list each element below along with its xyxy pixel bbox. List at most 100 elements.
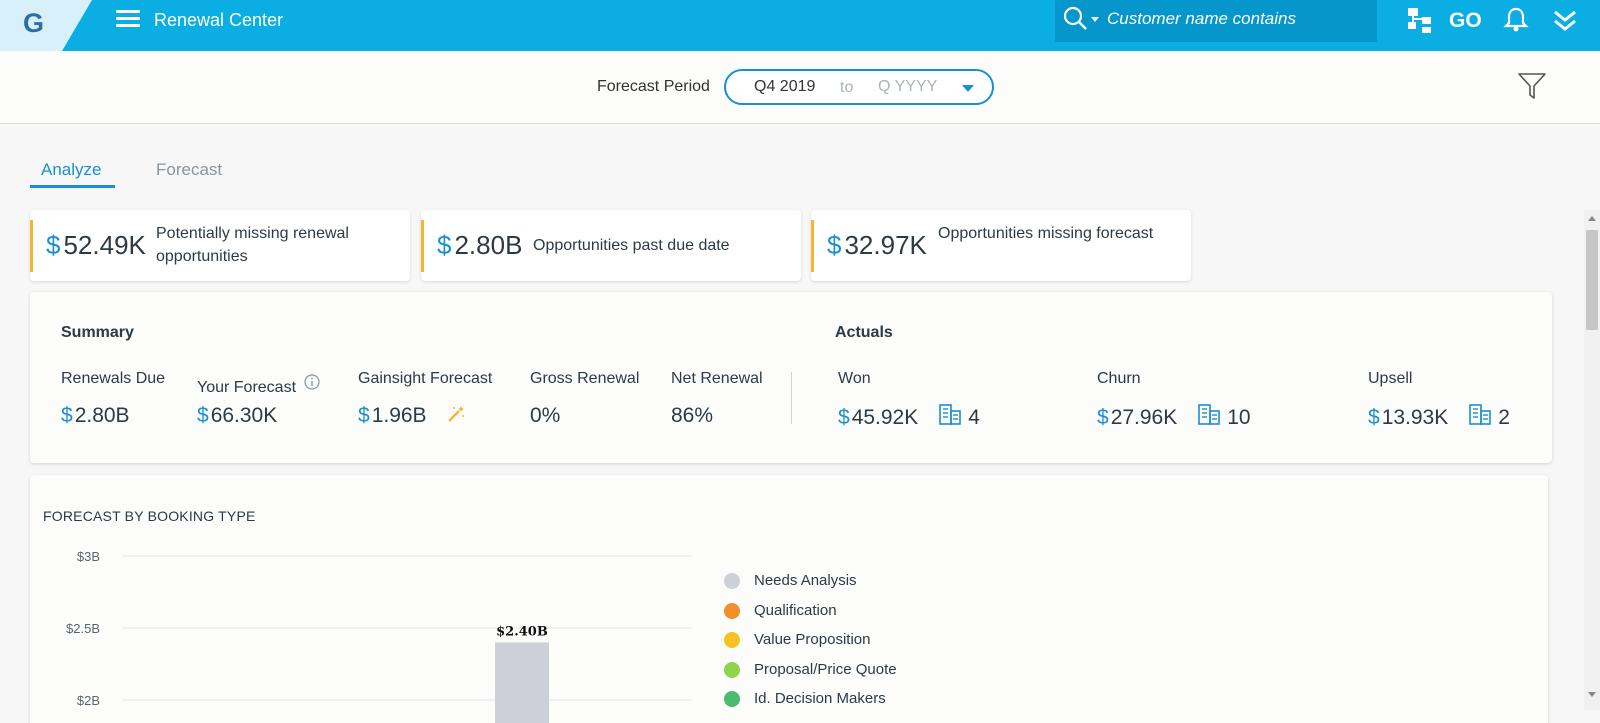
legend-label: Proposal/Price Quote [754,660,897,678]
legend-item[interactable]: Needs Analysis [724,571,897,601]
scroll-thumb[interactable] [1586,230,1598,330]
search-icon[interactable] [1063,6,1089,32]
forecast-period-bar: Forecast Period Q4 2019 to Q YYYY [0,51,1600,124]
alert-amount: $2.80B [437,230,522,261]
alert-card-past-due[interactable]: $2.80B Opportunities past due date [421,210,801,281]
actual-amount: 27.96K [1110,406,1178,429]
legend-swatch [724,602,740,619]
customer-search[interactable] [1055,0,1377,42]
forecast-period-selector[interactable]: Q4 2019 to Q YYYY [724,69,994,105]
search-input[interactable] [1107,6,1367,32]
legend-swatch [724,691,740,707]
legend-label: Needs Analysis [754,572,857,589]
period-from-value[interactable]: Q4 2019 [754,78,816,95]
page-scrollbar[interactable] [1584,210,1600,710]
actual-value-churn[interactable]: $27.96K 10 [1097,402,1251,430]
bar-needs-analysis[interactable] [495,642,549,723]
metric-value: 1.96B [371,404,427,427]
alert-amount: $52.49K [46,230,146,261]
currency-symbol: $ [1097,406,1109,429]
legend-label: Id. Decision Makers [754,690,886,707]
legend-item[interactable]: Value Proposition [724,630,897,660]
gainsight-logo[interactable]: G [0,0,92,51]
summary-title: Summary [61,324,134,341]
search-scope-caret-icon[interactable] [1091,17,1099,22]
legend-swatch [724,573,740,589]
legend-swatch [724,661,740,678]
alert-description: Potentially missing renewal opportunitie… [156,225,349,265]
menu-icon[interactable] [116,10,140,30]
alert-amount-value: 2.80B [454,230,523,260]
alert-accent-bar [811,220,814,272]
period-dropdown-caret-icon[interactable] [962,85,974,92]
alert-description: Opportunities past due date [533,237,730,254]
actual-label-churn: Churn [1097,370,1141,387]
alert-accent-bar [30,220,33,272]
scroll-up-arrow-icon[interactable] [1588,216,1596,221]
period-end-placeholder[interactable]: Q YYYY [878,78,938,95]
period-to-label: to [840,79,854,96]
actual-value-won[interactable]: $45.92K 4 [838,402,980,430]
go-button[interactable]: GO [1449,9,1482,32]
scroll-down-arrow-icon[interactable] [1588,692,1596,697]
currency-symbol: $ [838,406,850,429]
metric-label-your-forecast: Your Forecast [197,374,321,397]
actual-amount: 13.93K [1381,406,1449,429]
top-nav-bar: G Renewal Center GO [0,0,1600,51]
legend-label: Value Proposition [754,631,871,648]
section-divider [791,372,792,424]
currency-symbol: $ [437,230,452,260]
your-forecast-label: Your Forecast [197,379,297,396]
metric-value-gainsight-forecast: $1.96B [358,404,466,428]
metric-value-your-forecast[interactable]: $66.30K [197,404,277,428]
bar-data-label: $2.40B [496,624,548,639]
building-icon [939,404,962,425]
tab-analyze[interactable]: Analyze [41,160,102,179]
legend-item[interactable]: Qualification [724,601,897,631]
currency-symbol: $ [197,404,209,427]
forecast-by-booking-type-panel: FORECAST BY BOOKING TYPE $3B $2.5B $2B $2.4… [30,475,1548,723]
bell-icon[interactable] [1503,6,1529,34]
metric-value-renewals-due: $2.80B [61,404,130,428]
active-tab-indicator [30,185,115,188]
metric-label-gainsight-forecast: Gainsight Forecast [358,370,493,387]
alert-card-missing-renewal[interactable]: $52.49K Potentially missing renewal oppo… [30,210,410,281]
currency-symbol: $ [46,230,61,260]
forecast-period-label: Forecast Period [597,78,710,95]
currency-symbol: $ [358,404,370,427]
actuals-title: Actuals [835,324,893,341]
metric-label-net-renewal: Net Renewal [671,370,763,387]
y-tick-label: $2B [77,693,100,708]
svg-text:G: G [23,8,44,38]
account-count: 2 [1498,406,1510,429]
alert-amount-value: 32.97K [844,230,927,260]
legend-item[interactable]: Proposal/Price Quote [724,660,897,690]
chart-legend: Needs Analysis Qualification Value Proposi… [724,571,897,719]
summary-panel: Summary Renewals Due $2.80B Your Forecas… [30,292,1552,463]
filter-icon[interactable] [1517,71,1547,101]
actual-amount: 45.92K [851,406,919,429]
building-icon [1198,404,1221,425]
forecast-bar-chart: $3B $2.5B $2B $2.40B [66,549,692,723]
alert-amount: $32.97K [827,230,927,261]
expand-more-icon[interactable] [1551,6,1579,34]
metric-value: 66.30K [210,404,278,427]
currency-symbol: $ [827,230,842,260]
legend-item[interactable]: Id. Decision Makers [724,689,897,719]
tab-forecast[interactable]: Forecast [156,160,223,179]
actual-label-won: Won [838,370,871,387]
actual-value-upsell[interactable]: $13.93K 2 [1368,402,1510,430]
metric-value-net-renewal: 86% [671,404,714,427]
currency-symbol: $ [1368,406,1380,429]
legend-label: Qualification [754,601,837,619]
magic-wand-icon[interactable] [446,404,466,424]
app-title: Renewal Center [154,10,284,30]
hierarchy-icon[interactable] [1405,6,1435,36]
actual-label-upsell: Upsell [1368,370,1413,387]
metric-value-gross-renewal: 0% [530,404,561,427]
alert-card-missing-forecast[interactable]: $32.97K Opportunities missing forecast [811,210,1191,281]
metric-label-gross-renewal: Gross Renewal [530,370,640,387]
alert-accent-bar [421,220,424,272]
info-icon[interactable] [304,374,321,390]
y-tick-label: $3B [77,549,100,564]
